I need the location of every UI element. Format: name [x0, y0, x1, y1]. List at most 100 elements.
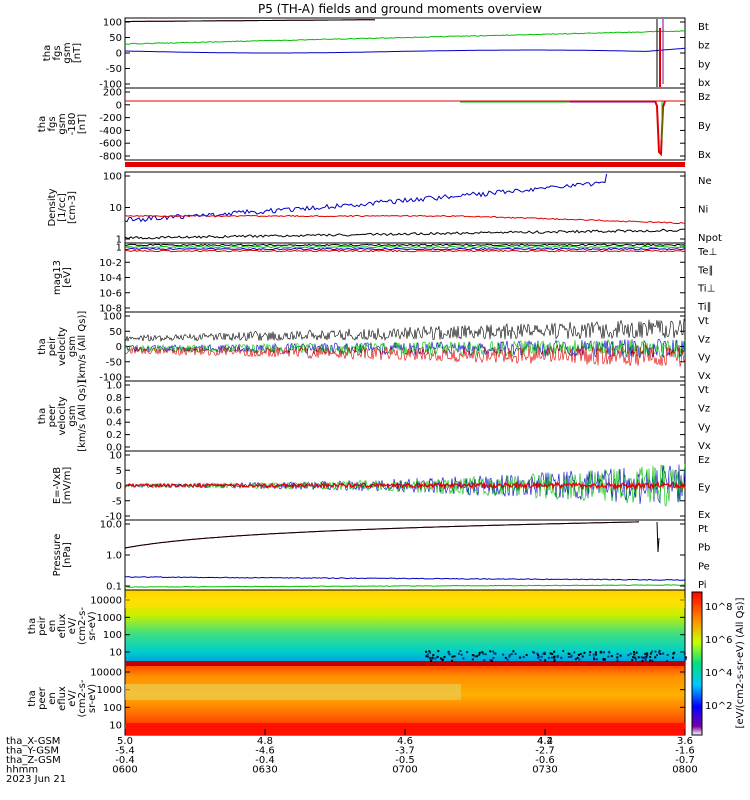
y-axis-label: sr-eV): [87, 611, 98, 640]
legend-Pt: Pt: [698, 524, 708, 535]
y-tick-label: 10-4: [99, 273, 122, 284]
spectrogram-cell: [533, 651, 536, 654]
colorbar-tick: 10^4: [705, 668, 732, 679]
spectrogram-cell: [683, 652, 686, 655]
y-tick-label: 0: [116, 481, 122, 492]
y-axis-label: gsm: [67, 336, 78, 357]
legend-bz: bz: [698, 41, 710, 52]
spectrogram-cell: [610, 655, 613, 658]
spectrogram-cell: [607, 650, 610, 653]
spectrogram-cell: [478, 651, 481, 654]
y-tick-label: -100: [99, 373, 122, 384]
series-bt: [125, 19, 375, 22]
spectrogram-cell: [649, 652, 652, 655]
y-tick-label: -800: [99, 152, 122, 163]
y-tick-label: -10: [106, 512, 122, 523]
spectrogram-cell: [539, 659, 542, 662]
legend-Pb: Pb: [698, 543, 710, 554]
spectrogram-cell: [632, 656, 635, 659]
spectrogram-cell: [649, 655, 652, 658]
y-tick-label: 50: [109, 327, 122, 338]
x-tick-label: 0700: [392, 765, 417, 776]
spectrogram-cell: [570, 654, 573, 657]
spectrogram-cell: [447, 651, 450, 654]
y-axis-label: eV/: [67, 690, 78, 707]
series-bx: [125, 47, 686, 54]
y-tick-label: 0: [116, 49, 122, 60]
legend-Bt: Bt: [698, 22, 709, 33]
spectrogram-cell: [490, 659, 493, 662]
spectrogram-cell: [459, 650, 462, 653]
y-tick-label: 10: [109, 648, 122, 659]
spectrogram-cell: [629, 652, 632, 655]
spectrogram-cell: [651, 659, 654, 662]
y-axis-label: tha: [37, 116, 48, 132]
spectrogram-cell: [448, 653, 451, 656]
panel-temperature: 1 10-2 10-4 10-6 10-8 mag13 [eV] Te⊥ Te∥ Ti⊥ Ti∥: [52, 242, 717, 315]
series-pt: [124, 521, 639, 549]
spectrogram-cell: [481, 651, 484, 654]
spectrogram-cell: [644, 657, 647, 660]
legend-by: by: [698, 59, 710, 70]
panel-frame: [124, 380, 686, 452]
spectrogram-cell: [540, 655, 543, 658]
spectrogram-cell: [553, 659, 556, 662]
colorbar: [691, 591, 703, 736]
panel-frame: [124, 242, 686, 313]
spectrogram-band: [125, 684, 461, 700]
spectrogram-cell: [573, 651, 576, 654]
y-axis-label: Pressure: [52, 534, 63, 577]
x-row-label: tha_X-GSM: [6, 736, 60, 747]
panel-peir_spectrogram: 10000 1000 100 10 tha peir en eflux eV/(cm2-s-sr…: [27, 589, 687, 663]
spectrogram-cell: [514, 652, 517, 655]
y-axis-label: eV/: [67, 617, 78, 634]
y-tick-label: 1000: [97, 613, 122, 624]
spectrogram-cell: [637, 656, 640, 659]
spectrogram-cell: [607, 655, 610, 658]
spectrogram-cell: [556, 655, 559, 658]
y-tick-label: 1.0: [106, 551, 122, 562]
spectrogram-cell: [616, 659, 619, 662]
spectrogram-cell: [549, 652, 552, 655]
x-tick-label: 0630: [252, 765, 277, 776]
y-axis-label: [km/s (All Qs)]: [77, 380, 88, 452]
spectrogram-cell: [684, 658, 687, 661]
y-tick-label: -200: [99, 113, 122, 124]
colorbar-label: [eV/(cm2-s-sr-eV) (All Qs)]: [735, 597, 746, 728]
y-axis-label: -180: [67, 113, 78, 136]
y-axis-label: velocity: [57, 396, 68, 435]
spectrogram-cell: [492, 650, 495, 653]
y-tick-label: 100: [103, 312, 122, 323]
spectrogram-cell: [576, 656, 579, 659]
y-tick-label: 10000: [90, 668, 122, 679]
legend-bx: bx: [698, 78, 710, 89]
x-tick-label: -0.7: [675, 755, 695, 766]
y-tick-label: 10-2: [99, 258, 122, 269]
y-tick-label: -600: [99, 139, 122, 150]
spectrogram-cell: [532, 650, 535, 653]
spectrogram-cell: [644, 652, 647, 655]
y-tick-label: 1: [116, 235, 122, 246]
y-axis-label: [1/cc]: [57, 193, 68, 222]
panel-frame: [124, 171, 686, 244]
spectrogram-cell: [519, 656, 522, 659]
y-tick-label: -400: [99, 126, 122, 137]
spectrogram-cell: [508, 655, 511, 658]
series-by: [124, 30, 686, 45]
legend-Ne: Ne: [698, 176, 712, 187]
spectrogram-cell: [593, 658, 596, 661]
y-tick-label: 10.0: [100, 520, 122, 531]
x-tick-label: -0.4: [255, 755, 275, 766]
spectrogram-cell: [577, 653, 580, 656]
x-tick-label: -4.6: [255, 746, 275, 757]
y-tick-label: 10: [109, 203, 122, 214]
spectrogram-cell: [462, 657, 465, 660]
spectrogram-cell: [504, 656, 507, 659]
spectrogram-cell: [595, 658, 598, 661]
x-tick-label: 0730: [532, 765, 557, 776]
spectrogram-cell: [492, 657, 495, 660]
y-axis-label: fgs: [47, 116, 58, 131]
y-tick-label: 100: [103, 703, 122, 714]
legend-Ex: Ex: [698, 510, 710, 521]
series-npot: [124, 173, 608, 223]
